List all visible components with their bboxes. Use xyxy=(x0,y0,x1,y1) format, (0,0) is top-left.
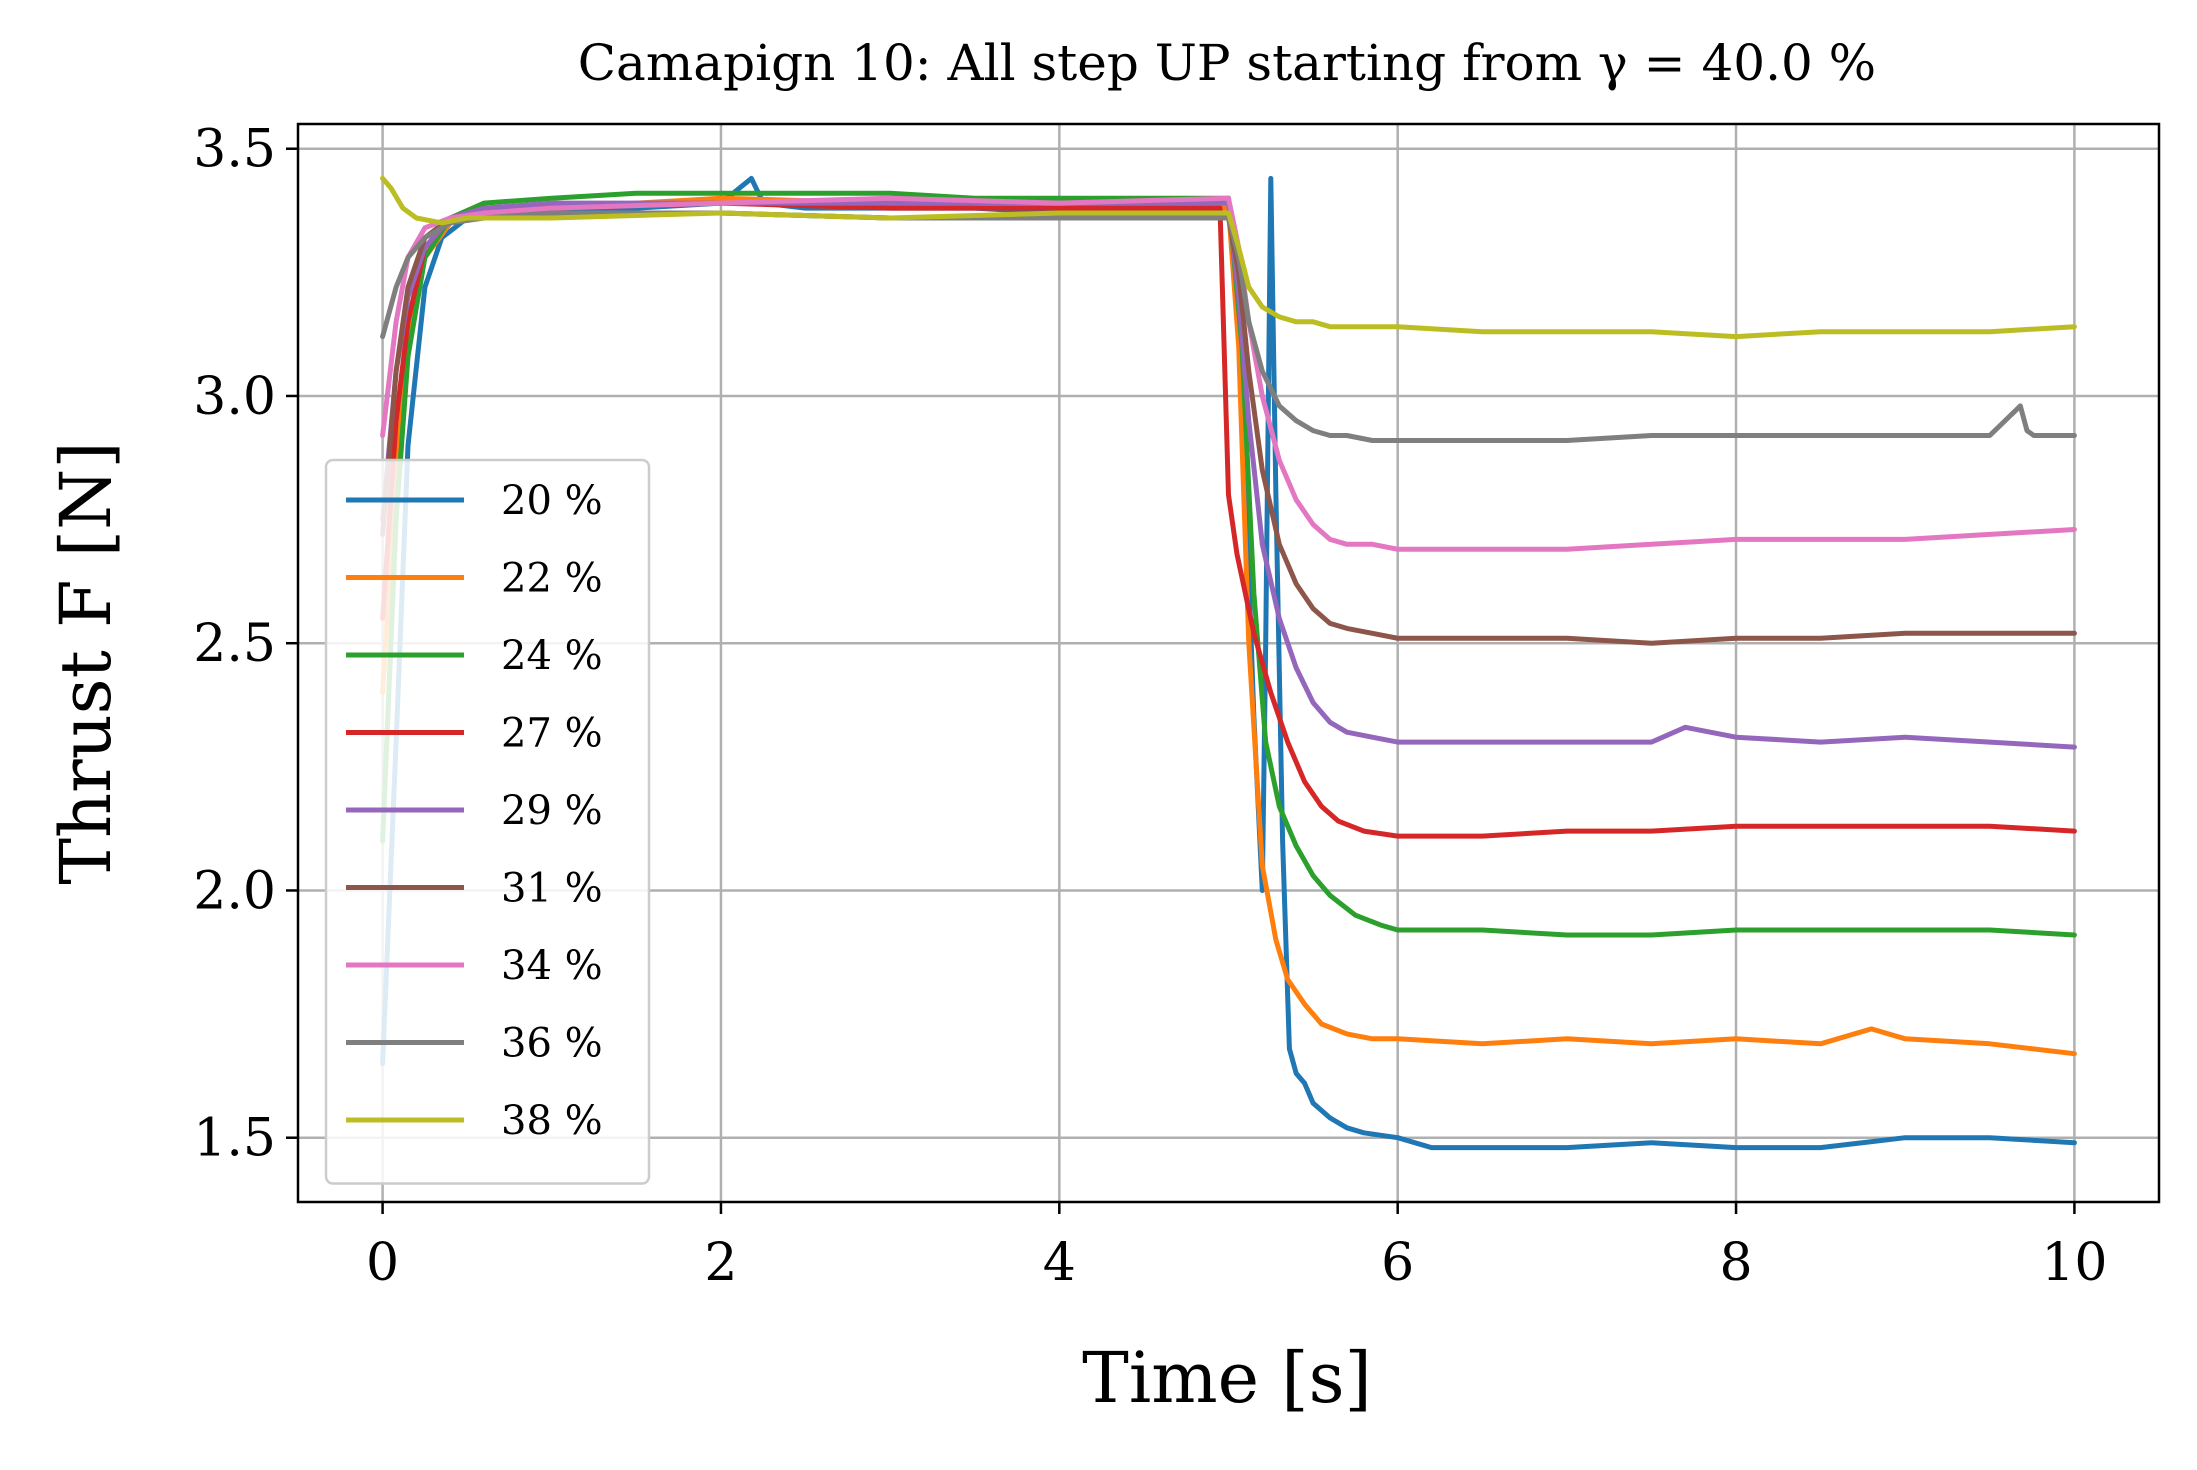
legend-label: 27 % xyxy=(501,711,603,757)
y-axis: 1.5 2.0 2.5 3.0 3.5 xyxy=(193,120,298,1169)
y-axis-label: Thrust F [N] xyxy=(45,441,127,884)
y-tick-label: 2.5 xyxy=(193,614,276,674)
x-tick-label: 8 xyxy=(1719,1233,1752,1293)
series-line xyxy=(380,210,2077,443)
y-tick-label: 2.0 xyxy=(193,861,276,921)
legend-box xyxy=(324,458,651,1185)
legend-label: 34 % xyxy=(501,943,603,989)
legend-label: 24 % xyxy=(501,633,603,679)
y-tick-label: 3.0 xyxy=(193,367,276,427)
y-tick-label: 1.5 xyxy=(193,1109,276,1169)
series-line xyxy=(380,175,2077,340)
plot-frame xyxy=(296,122,2161,1204)
series-line xyxy=(380,200,2077,750)
x-axis-label: Time [s] xyxy=(1082,1337,1372,1419)
x-tick-label: 0 xyxy=(366,1233,399,1293)
series-line xyxy=(380,190,2077,938)
x-tick-label: 2 xyxy=(704,1233,737,1293)
series-layer xyxy=(380,175,2077,1151)
x-axis: 0 2 4 6 8 10 xyxy=(366,1202,2107,1293)
x-tick-label: 10 xyxy=(2041,1233,2107,1293)
legend-label: 36 % xyxy=(501,1021,603,1067)
series-line xyxy=(380,175,2077,1151)
legend-label: 38 % xyxy=(501,1098,603,1144)
legend-label: 20 % xyxy=(501,478,603,524)
series-line xyxy=(380,195,2077,552)
x-tick-label: 4 xyxy=(1043,1233,1076,1293)
y-tick-label: 3.5 xyxy=(193,120,276,180)
legend-label: 29 % xyxy=(501,788,603,834)
chart-title: Camapign 10: All step UP starting from γ… xyxy=(578,34,1876,92)
legend-label: 22 % xyxy=(501,556,603,602)
legend-label: 31 % xyxy=(501,866,603,912)
x-tick-label: 6 xyxy=(1381,1233,1414,1293)
legend: 20 % 22 % 24 % 27 % 29 % 31 % 34 % 36 % 38 % xyxy=(324,458,651,1185)
